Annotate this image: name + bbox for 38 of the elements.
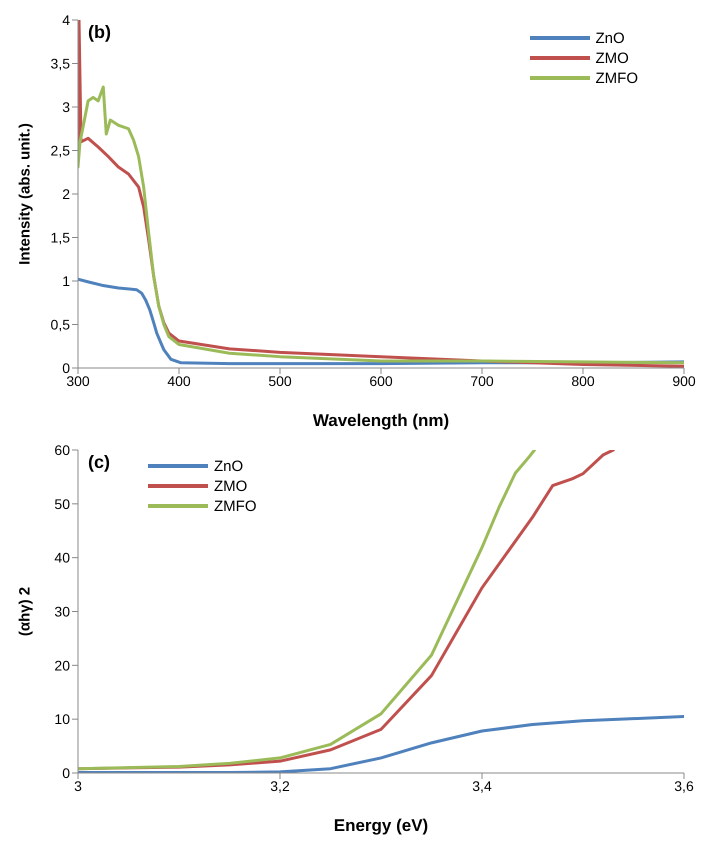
y-tick-label: 2,5 <box>50 142 70 158</box>
x-tick-label: 3,2 <box>270 778 290 794</box>
line-series <box>78 85 684 364</box>
x-tick-label: 500 <box>268 372 292 389</box>
y-tick-label: 0,5 <box>50 316 70 332</box>
y-tick-label: 2 <box>62 186 70 202</box>
y-tick-label: 40 <box>54 550 70 566</box>
annotation: (c) <box>88 452 110 473</box>
y-tick-label: 10 <box>54 711 70 728</box>
x-tick-label: 3,6 <box>674 778 694 794</box>
legend-label: ZMO <box>596 50 629 66</box>
x-tick-label: 700 <box>470 372 494 389</box>
legend-label: ZnO <box>214 458 244 474</box>
legend-label: ZMFO <box>596 70 638 86</box>
y-tick-label: 3 <box>62 98 70 115</box>
y-tick-label: 3,5 <box>50 55 70 72</box>
legend-label: ZMO <box>214 478 248 494</box>
y-axis-title: Intensity (abs. unit.) <box>16 123 34 265</box>
y-tick-label: 1,5 <box>50 229 70 246</box>
x-tick-label: 3,4 <box>472 778 492 794</box>
legend-label: ZnO <box>596 30 625 46</box>
y-tick-label: 0 <box>62 764 70 781</box>
x-axis-title: Wavelength (nm) <box>312 411 450 430</box>
x-axis-title: Energy (eV) <box>334 816 428 835</box>
y-tick-label: 60 <box>54 442 70 458</box>
y-tick-label: 30 <box>54 603 70 620</box>
y-tick-label: 4 <box>62 12 70 28</box>
x-tick-label: 3 <box>74 778 82 794</box>
x-tick-label: 800 <box>571 372 595 389</box>
y-tick-label: 20 <box>54 657 70 674</box>
x-tick-label: 900 <box>672 372 696 389</box>
y-axis-title: (αhγ) 2 <box>16 586 34 636</box>
annotation: (b) <box>88 22 111 43</box>
x-tick-label: 600 <box>369 372 393 389</box>
y-tick-label: 50 <box>54 496 70 512</box>
y-tick-label: 1 <box>62 272 70 289</box>
legend-label: ZMFO <box>214 498 256 514</box>
x-tick-label: 400 <box>167 372 191 389</box>
